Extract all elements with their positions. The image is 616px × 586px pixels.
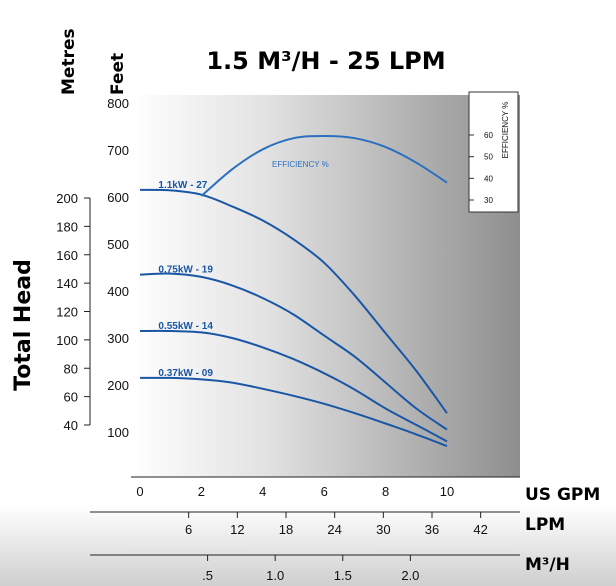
lpm-tick-label: 30 bbox=[376, 522, 390, 537]
metre-tick-label: 180 bbox=[56, 219, 78, 234]
gpm-axis-label: US GPM bbox=[525, 485, 600, 505]
feet-tick-label: 800 bbox=[107, 96, 129, 111]
feet-tick-label: 300 bbox=[107, 331, 129, 346]
feet-tick-label: 200 bbox=[107, 378, 129, 393]
efficiency-tick-label: 30 bbox=[484, 196, 493, 205]
gpm-tick-label: 2 bbox=[198, 484, 205, 499]
efficiency-scale-box bbox=[468, 91, 519, 213]
lpm-tick-label: 6 bbox=[185, 522, 192, 537]
lpm-tick-label: 18 bbox=[279, 522, 293, 537]
chart-title: 1.5 M³/H - 25 LPM bbox=[206, 47, 445, 75]
lpm-tick-label: 36 bbox=[425, 522, 439, 537]
m3h-tick-label: .5 bbox=[202, 568, 213, 583]
efficiency-curve-label: EFFICIENCY % bbox=[272, 160, 329, 169]
metre-tick-label: 60 bbox=[64, 390, 78, 405]
metre-tick-label: 100 bbox=[56, 333, 78, 348]
metre-tick-label: 80 bbox=[64, 361, 78, 376]
feet-tick-label: 500 bbox=[107, 237, 129, 252]
pump-curve-1 bbox=[139, 272, 448, 431]
plot-area bbox=[131, 95, 520, 477]
pump-curve-label: 0.55kW - 14 bbox=[158, 321, 213, 332]
lpm-tick-label: 24 bbox=[327, 522, 341, 537]
m3h-tick-label: 2.0 bbox=[401, 568, 419, 583]
pump-curve-label: 1.1kW - 27 bbox=[158, 180, 207, 191]
efficiency-tick-label: 50 bbox=[484, 153, 493, 162]
pump-curve-label: 0.37kW - 09 bbox=[158, 368, 213, 379]
metre-tick-label: 160 bbox=[56, 248, 78, 263]
pump-curve-0 bbox=[139, 188, 448, 414]
pump-curve-label: 0.75kW - 19 bbox=[158, 265, 213, 276]
m3h-tick-label: 1.5 bbox=[334, 568, 352, 583]
m3h-tick-label: 1.0 bbox=[266, 568, 284, 583]
gpm-tick-label: 10 bbox=[440, 484, 454, 499]
efficiency-tick-label: 60 bbox=[484, 131, 493, 140]
m3h-axis-label: M³/H bbox=[525, 555, 570, 575]
feet-axis-label: Feet bbox=[108, 53, 128, 95]
feet-tick-label: 100 bbox=[107, 425, 129, 440]
metre-tick-label: 200 bbox=[56, 191, 78, 206]
metre-tick-label: 40 bbox=[64, 418, 78, 433]
lpm-tick-label: 42 bbox=[473, 522, 487, 537]
metre-tick-label: 120 bbox=[56, 305, 78, 320]
feet-tick-label: 600 bbox=[107, 190, 129, 205]
pump-curve-3 bbox=[139, 376, 448, 448]
gpm-tick-label: 0 bbox=[136, 484, 143, 499]
gpm-tick-label: 6 bbox=[321, 484, 328, 499]
metre-tick-label: 140 bbox=[56, 276, 78, 291]
pump-curve-2 bbox=[139, 329, 448, 443]
lpm-tick-label: 12 bbox=[230, 522, 244, 537]
efficiency-tick-label: 40 bbox=[484, 174, 493, 183]
efficiency-curve bbox=[200, 134, 448, 197]
gpm-tick-label: 4 bbox=[259, 484, 266, 499]
total-head-label: Total Head bbox=[11, 259, 36, 391]
gpm-tick-label: 8 bbox=[382, 484, 389, 499]
efficiency-axis-title: EFFICIENCY % bbox=[501, 102, 510, 159]
bottom-shade bbox=[0, 505, 616, 586]
feet-tick-label: 400 bbox=[107, 284, 129, 299]
lpm-axis-label: LPM bbox=[525, 515, 565, 535]
metres-axis-label: Metres bbox=[59, 28, 79, 95]
feet-tick-label: 700 bbox=[107, 143, 129, 158]
